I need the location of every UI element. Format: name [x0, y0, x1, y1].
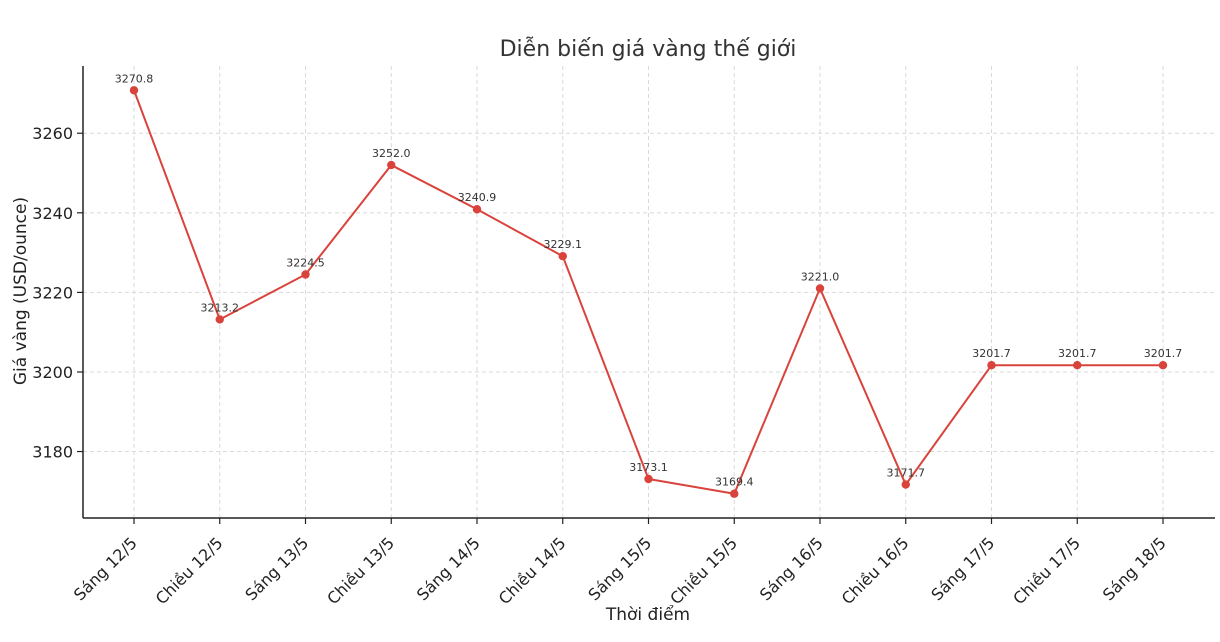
data-label: 3213.2 — [201, 301, 240, 314]
data-point — [301, 270, 310, 279]
x-tick-label: Chiều 15/5 — [666, 533, 741, 608]
x-tick-label: Sáng 13/5 — [241, 533, 312, 604]
data-points — [129, 86, 1168, 498]
x-tick-label: Chiều 14/5 — [495, 533, 570, 608]
data-labels: 3270.8 3213.2 3224.5 3252.0 3240.9 3229.1 3173… — [115, 72, 1183, 488]
x-tick-label: Sáng 14/5 — [413, 533, 484, 604]
data-label: 3240.9 — [458, 191, 497, 204]
data-point — [730, 489, 739, 498]
x-tick-label: Chiều 17/5 — [1009, 533, 1084, 608]
data-label: 3270.8 — [115, 72, 154, 85]
chart-title: Diễn biến giá vàng thế giới — [500, 36, 797, 62]
data-point — [558, 251, 567, 261]
data-point — [1073, 361, 1082, 370]
data-point — [815, 284, 825, 293]
data-label: 3201.7 — [1058, 347, 1097, 360]
data-point — [987, 361, 996, 370]
data-label: 3169.4 — [715, 476, 754, 489]
data-point — [1158, 361, 1168, 370]
x-tick-label: Chiều 13/5 — [323, 533, 398, 608]
data-label: 3221.0 — [801, 270, 840, 283]
data-label: 3201.7 — [972, 347, 1011, 360]
y-axis-title: Giá vàng (USD/ounce) — [11, 197, 31, 385]
data-point — [901, 480, 910, 489]
data-point — [472, 205, 482, 214]
x-tick-label: Sáng 18/5 — [1099, 533, 1170, 604]
y-tick-label: 3260 — [32, 124, 73, 143]
x-tick-label: Sáng 12/5 — [70, 533, 141, 604]
y-tick-label: 3180 — [32, 443, 73, 462]
x-tick-label: Sáng 15/5 — [584, 533, 655, 604]
x-tick-label: Sáng 17/5 — [927, 533, 998, 604]
y-tick-label: 3240 — [32, 204, 73, 223]
x-tick-label: Chiều 16/5 — [838, 533, 913, 608]
grid — [83, 66, 1215, 518]
y-ticks: 3180 3200 3220 3240 3260 — [32, 124, 83, 462]
data-point — [129, 86, 139, 95]
data-label: 3252.0 — [372, 147, 411, 160]
data-label: 3201.7 — [1144, 347, 1183, 360]
data-point — [215, 315, 224, 324]
y-tick-label: 3200 — [32, 363, 73, 382]
x-axis-title: Thời điểm — [605, 604, 690, 625]
data-label: 3173.1 — [629, 461, 668, 474]
x-tick-label: Sáng 16/5 — [756, 533, 827, 604]
x-ticks: Sáng 12/5 Chiều 12/5 Sáng 13/5 Chiều 13/5 Sá… — [70, 518, 1170, 608]
data-point — [644, 474, 653, 484]
data-label: 3171.7 — [887, 467, 926, 480]
data-label: 3229.1 — [544, 238, 583, 251]
data-point — [387, 160, 396, 170]
data-label: 3224.5 — [286, 256, 325, 269]
x-tick-label: Chiều 12/5 — [152, 533, 227, 608]
y-tick-label: 3220 — [32, 283, 73, 302]
